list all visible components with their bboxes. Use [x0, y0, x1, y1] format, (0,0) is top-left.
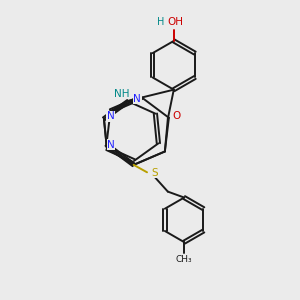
Text: CH₃: CH₃ [176, 255, 193, 264]
Text: OH: OH [168, 17, 184, 28]
Text: O: O [172, 111, 180, 122]
Text: N: N [107, 140, 115, 149]
Text: N: N [106, 111, 114, 121]
Text: N: N [134, 94, 141, 104]
Text: H: H [157, 17, 164, 28]
Text: NH: NH [114, 88, 130, 98]
Text: S: S [151, 168, 158, 178]
